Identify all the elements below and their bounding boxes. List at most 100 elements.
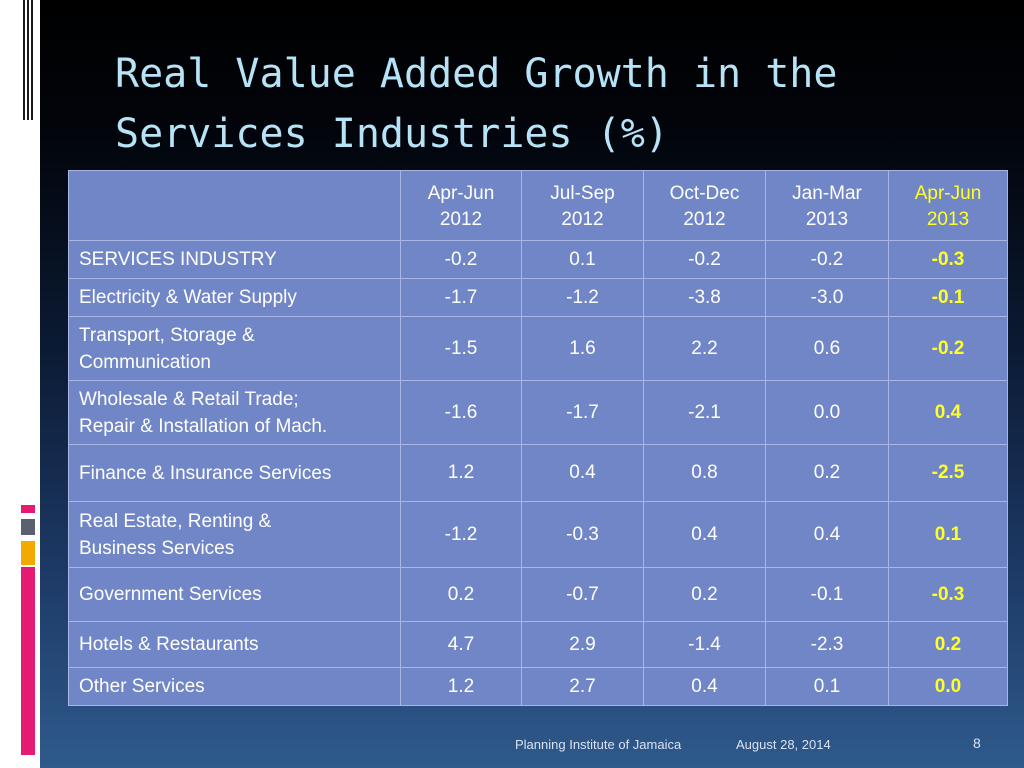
footer-source: Planning Institute of Jamaica [515,737,682,752]
table-cell: 0.2 [400,567,522,622]
table-header-row: Apr-Jun 2012 Jul-Sep 2012 Oct-Dec 2012 Jan-Mar… [68,170,1008,241]
table-cell: -0.2 [888,316,1008,381]
table-cell: 0.8 [643,444,766,502]
table-cell: -1.2 [400,501,522,568]
table-cell: 0.4 [521,444,644,502]
table-cell: -0.1 [888,278,1008,317]
slide-title: Real Value Added Growth in the Services … [115,51,838,157]
table-row: Finance & Insurance Services 1.2 0.4 0.8 0.2… [68,444,1008,502]
row-label-line: Repair & Installation of Mach. [79,415,328,437]
row-label-line: Hotels & Restaurants [79,634,259,655]
table-cell: 0.1 [521,240,644,279]
column-header: Apr-Jun 2013 [888,170,1008,241]
table-row: Other Services 1.2 2.7 0.4 0.1 0.0 [68,667,1008,706]
column-header-period: Oct-Dec [669,183,740,204]
table-cell: 0.2 [888,621,1008,668]
table-cell: -2.5 [888,444,1008,502]
table-cell: 0.2 [765,444,889,502]
table-cell: 2.7 [521,667,644,706]
table-cell: -0.3 [888,567,1008,622]
table-cell: 0.0 [888,667,1008,706]
table-cell: -0.3 [888,240,1008,279]
footer-page-number: 8 [973,735,981,751]
column-header-year: 2013 [805,209,849,230]
footer-date: August 28, 2014 [736,737,831,752]
table-cell: -1.2 [521,278,644,317]
row-label: Finance & Insurance Services [68,444,401,502]
column-header: Apr-Jun 2012 [400,170,522,241]
growth-table: Apr-Jun 2012 Jul-Sep 2012 Oct-Dec 2012 Jan-Mar… [68,170,1008,706]
table-cell: -0.1 [765,567,889,622]
table-cell: -0.7 [521,567,644,622]
table-cell: -0.2 [765,240,889,279]
table-cell: 0.4 [888,380,1008,445]
table-cell: -1.6 [400,380,522,445]
table-cell: 0.1 [888,501,1008,568]
row-label-line: Government Services [79,584,262,605]
row-label: Government Services [68,567,401,622]
table-row: Wholesale & Retail Trade; Repair & Instal… [68,380,1008,445]
table-cell: 0.4 [643,501,766,568]
row-label-line: Finance & Insurance Services [79,462,332,484]
column-header: Jan-Mar 2013 [765,170,889,241]
table-cell: -0.3 [521,501,644,568]
table-row: Government Services 0.2 -0.7 0.2 -0.1 -0.3 [68,567,1008,622]
table-cell: -3.8 [643,278,766,317]
table-cell: 0.2 [643,567,766,622]
table-row: SERVICES INDUSTRY -0.2 0.1 -0.2 -0.2 -0.3 [68,240,1008,279]
row-label: Wholesale & Retail Trade; Repair & Instal… [68,380,401,445]
table-cell: 0.4 [765,501,889,568]
row-label: Real Estate, Renting & Business Services [68,501,401,568]
table-cell: 2.2 [643,316,766,381]
table-cell: 4.7 [400,621,522,668]
row-label: Other Services [68,667,401,706]
decorative-stripes-top [21,0,35,120]
row-label-line: Business Services [79,537,235,559]
table-cell: 0.0 [765,380,889,445]
column-header-year: 2012 [439,209,483,230]
table-cell: -1.7 [400,278,522,317]
column-header-year: 2012 [683,209,726,230]
row-label: SERVICES INDUSTRY [68,240,401,279]
table-cell: -1.4 [643,621,766,668]
table-cell: 2.9 [521,621,644,668]
row-label: Hotels & Restaurants [68,621,401,668]
table-cell: -2.3 [765,621,889,668]
row-label-line: Wholesale & Retail Trade; [79,388,299,410]
column-header-period: Apr-Jun [914,183,982,204]
column-header-period: Jul-Sep [550,183,615,204]
table-row: Hotels & Restaurants 4.7 2.9 -1.4 -2.3 0.2 [68,621,1008,668]
table-cell: 0.1 [765,667,889,706]
table-cell: -2.1 [643,380,766,445]
column-header-year: 2012 [561,209,604,230]
table-body: SERVICES INDUSTRY -0.2 0.1 -0.2 -0.2 -0.3 Elec… [68,240,1008,706]
table-cell: 0.4 [643,667,766,706]
table-cell: 1.6 [521,316,644,381]
decorative-color-bars [21,505,35,755]
table-row: Transport, Storage & Communication -1.5 1.6… [68,316,1008,381]
row-label-line: Electricity & Water Supply [79,287,297,308]
column-header-period: Jan-Mar [792,183,862,204]
row-label-line: Other Services [79,676,205,697]
table-cell: -1.7 [521,380,644,445]
table-cell: 1.2 [400,667,522,706]
row-label-line: Transport, Storage & [79,324,255,346]
table-cell: -0.2 [400,240,522,279]
table-cell: -0.2 [643,240,766,279]
row-label-line: Real Estate, Renting & [79,510,272,532]
table-header-corner [68,170,401,241]
column-header: Jul-Sep 2012 [521,170,644,241]
row-label-line: Communication [79,351,211,373]
table-cell: 0.6 [765,316,889,381]
row-label: Electricity & Water Supply [68,278,401,317]
table-cell: 1.2 [400,444,522,502]
table-row: Electricity & Water Supply -1.7 -1.2 -3.8 -3… [68,278,1008,317]
column-header: Oct-Dec 2012 [643,170,766,241]
row-label: Transport, Storage & Communication [68,316,401,381]
column-header-year: 2013 [926,209,970,230]
column-header-period: Apr-Jun [427,183,495,204]
table-cell: -1.5 [400,316,522,381]
table-cell: -3.0 [765,278,889,317]
row-label-line: SERVICES INDUSTRY [79,249,277,270]
table-row: Real Estate, Renting & Business Services -… [68,501,1008,568]
